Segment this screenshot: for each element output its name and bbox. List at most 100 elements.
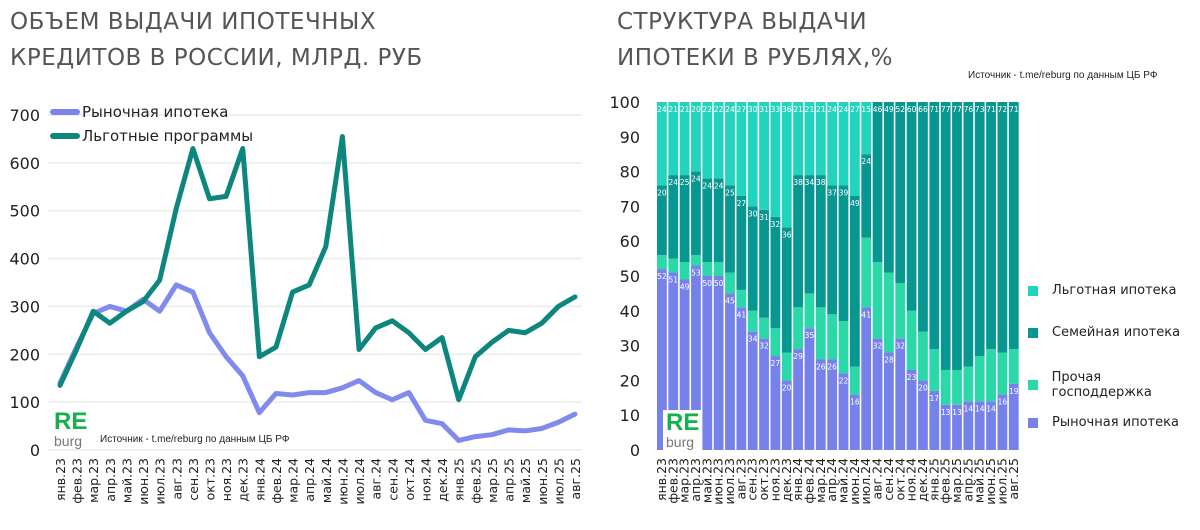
right-bar-label: 13 [941,408,951,417]
right-bar-segment-0 [997,394,1008,450]
right-bar-label: 71 [1009,105,1019,114]
right-bar-label: 32 [759,342,769,351]
left-x-tick-label: дек.23 [236,458,251,502]
right-bar-label: 50 [714,279,724,288]
left-x-tick-label: фев.25 [468,458,483,504]
left-x-tick-label: сен.23 [186,458,201,501]
right-bar-label: 49 [680,282,690,291]
right-y-tick-label: 40 [620,302,640,321]
left-y-tick-label: 300 [9,297,40,316]
right-bar-label: 31 [759,105,769,114]
right-bar-segment-1 [736,289,747,308]
right-bar-label: 38 [793,178,803,187]
left-y-tick-label: 0 [30,441,40,460]
right-bar-label: 15 [861,105,871,114]
right-bar-label: 32 [895,342,905,351]
right-x-tick-label: ноя.23 [767,458,782,501]
left-x-tick-label: янв.23 [53,458,68,501]
left-x-tick-label: апр.23 [103,458,118,502]
right-bar-segment-0 [679,279,690,450]
right-bar-label: 25 [725,189,735,198]
right-bar-segment-1 [725,272,735,294]
right-y-tick-label: 20 [620,371,640,390]
right-bar-segment-0 [668,272,679,450]
right-chart-title: СТРУКТУРА ВЫДАЧИ ИПОТЕКИ В РУБЛЯХ,% [617,9,893,71]
right-bar-segment-1 [815,307,826,360]
left-x-tick-label: окт.24 [402,458,417,500]
right-bar-label: 53 [691,269,701,278]
right-bar-segment-0 [906,369,917,450]
right-bar-segment-3 [713,102,724,179]
left-x-tick-label: ноя.24 [418,458,433,501]
right-bar-label: 45 [725,296,735,305]
right-x-tick-label: апр.23 [688,458,703,502]
right-bar-label: 72 [998,105,1008,114]
right-bar-segment-2 [906,102,917,311]
right-bar-label: 24 [668,178,678,187]
right-bar-segment-3 [702,102,713,179]
right-bar-label: 16 [998,397,1008,406]
right-bar-segment-3 [691,102,701,172]
right-x-tick-label: июл.25 [994,458,1009,505]
right-bar-segment-1 [918,331,928,381]
right-y-tick-label: 70 [620,197,640,216]
right-x-tick-label: июн.23 [711,458,726,505]
right-bar-segment-0 [702,276,713,450]
right-bar-segment-1 [906,310,917,370]
right-bar-segment-0 [895,338,906,450]
right-bar-segment-1 [827,314,838,360]
right-bar-label: 33 [771,105,781,114]
left-x-tick-label: июл.23 [153,458,168,505]
right-bar-label: 22 [714,105,724,114]
right-bar-label: 24 [657,105,667,114]
left-x-tick-label: янв.25 [452,458,467,501]
right-bar-label: 23 [907,373,917,382]
right-bar-segment-2 [725,185,735,273]
right-bar-segment-3 [861,102,872,155]
right-bar-label: 20 [918,383,928,392]
right-bar-segment-0 [725,293,735,450]
right-bar-label: 24 [861,157,871,166]
left-x-tick-label: июл.25 [551,458,566,505]
right-x-tick-label: окт.23 [756,458,771,500]
right-bar-label: 27 [850,105,860,114]
right-x-tick-label: июн.25 [983,458,998,505]
right-bar-label: 24 [839,105,849,114]
right-bar-segment-3 [736,102,747,196]
right-bar-segment-3 [781,102,792,228]
right-bar-segment-3 [668,102,679,176]
right-bar-label: 71 [930,105,940,114]
right-bar-segment-2 [918,102,928,332]
right-bar-label: 77 [952,105,962,114]
right-bar-label: 29 [793,352,803,361]
right-bar-segment-1 [781,352,792,381]
left-x-tick-label: авг.24 [369,458,384,500]
right-bar-label: 21 [816,105,826,114]
right-bar-segment-1 [997,352,1008,395]
left-x-tick-label: июн.23 [136,458,151,505]
right-bar-label: 36 [782,230,792,239]
right-bar-segment-2 [838,185,849,322]
right-bar-label: 76 [964,105,974,114]
left-x-tick-label: апр.25 [502,458,517,502]
right-x-tick-label: июл.23 [722,458,737,505]
right-bar-label: 32 [771,220,781,229]
right-x-tick-label: мар.25 [949,458,964,503]
right-y-tick-label: 0 [630,441,640,460]
right-bar-label: 41 [861,310,871,319]
right-bar-label: 21 [793,105,803,114]
left-y-tick-label: 400 [9,250,40,269]
right-bar-segment-1 [702,262,713,276]
left-x-tick-label: фев.23 [70,458,85,504]
left-x-tick-label: авг.25 [568,458,583,499]
right-bar-segment-0 [713,276,724,450]
right-bar-segment-3 [770,102,781,217]
right-bar-label: 36 [782,105,792,114]
left-x-tick-label: июн.24 [335,458,350,505]
right-bar-label: 49 [850,199,860,208]
right-x-tick-label: янв.23 [654,458,669,501]
right-bar-segment-3 [849,102,860,196]
right-bar-segment-0 [793,349,803,450]
right-bar-segment-0 [940,404,951,450]
left-x-tick-label: июл.24 [352,458,367,505]
